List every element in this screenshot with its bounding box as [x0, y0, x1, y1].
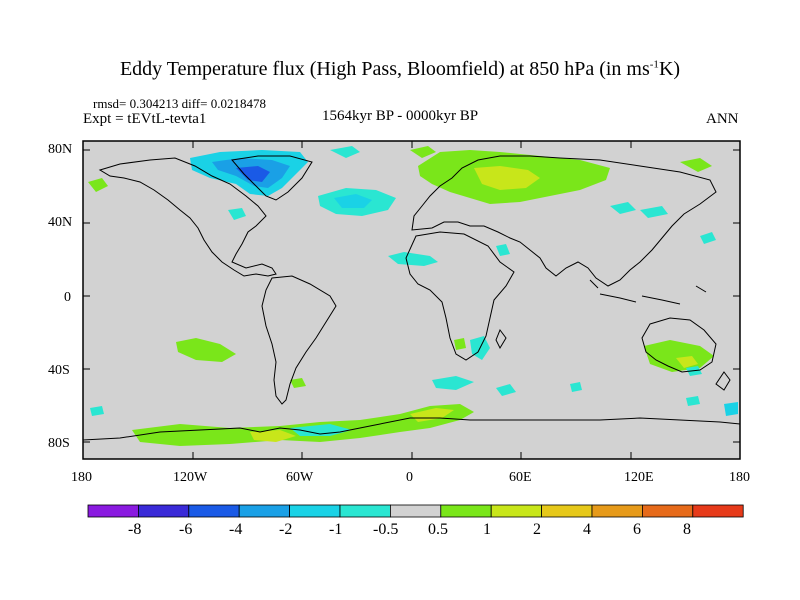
- colorbar-label: -1: [329, 521, 343, 538]
- anomaly-patch: [236, 166, 270, 182]
- coastline-africa: [405, 231, 515, 361]
- lon-tick-label: 0: [406, 470, 413, 485]
- anomaly-patch: [570, 382, 582, 392]
- anomaly-patch: [700, 232, 716, 244]
- colorbar-label: -0.5: [373, 521, 399, 538]
- anomaly-patch: [680, 158, 712, 172]
- colorbar-swatch: [490, 504, 543, 518]
- colorbar-swatch: [339, 504, 391, 518]
- period-label: 1564kyr BP - 0000kyr BP: [322, 108, 479, 124]
- colorbar-label: 2: [533, 521, 541, 538]
- anomaly-patch: [676, 356, 698, 368]
- colorbar-label: -8: [128, 521, 142, 538]
- coastline-islands: [589, 279, 707, 305]
- colorbar-swatch: [238, 504, 290, 518]
- colorbar-swatch: [591, 504, 643, 518]
- anomaly-patch: [88, 178, 108, 192]
- anomaly-patch: [90, 406, 104, 416]
- anomaly-patch: [474, 166, 540, 190]
- anomaly-patches: [88, 146, 738, 446]
- season-label: ANN: [706, 111, 739, 127]
- anomaly-patch: [496, 384, 516, 396]
- anomaly-patch: [290, 424, 352, 436]
- lat-tick-label: 40S: [48, 363, 70, 378]
- coastline-madagascar: [495, 328, 507, 350]
- coastline-new-zealand: [715, 371, 731, 391]
- anomaly-patch: [176, 338, 236, 362]
- colorbar-swatch: [541, 504, 593, 518]
- coastlines: [82, 155, 741, 441]
- colorbar: [87, 504, 744, 518]
- colorbar-swatch: [137, 504, 190, 518]
- plot-title: Eddy Temperature flux (High Pass, Bloomf…: [119, 58, 681, 80]
- colorbar-label: -2: [279, 521, 293, 538]
- colorbar-swatch: [389, 504, 442, 518]
- anomaly-patch: [432, 376, 474, 390]
- anomaly-patch: [228, 208, 246, 220]
- anomaly-patch: [330, 146, 360, 158]
- lat-tick-label: 40N: [48, 215, 73, 230]
- lat-tick-label: 80N: [48, 142, 73, 157]
- lat-tick-label: 0: [64, 290, 71, 305]
- lon-tick-label: 120E: [624, 470, 654, 485]
- anomaly-patch: [334, 194, 372, 208]
- colorbar-swatch: [642, 504, 694, 518]
- anomaly-patch: [496, 244, 510, 256]
- colorbar-label: -4: [229, 521, 243, 538]
- colorbar-label: 6: [633, 521, 641, 538]
- lon-tick-label: 180: [729, 470, 750, 485]
- lon-tick-label: 120W: [173, 470, 208, 485]
- colorbar-swatch: [692, 504, 744, 518]
- anomaly-patch: [610, 202, 636, 214]
- anomaly-patch: [686, 396, 700, 406]
- anomaly-patch: [290, 378, 306, 388]
- stats-text: rmsd= 0.304213 diff= 0.0218478: [93, 96, 266, 111]
- coastline-australia: [641, 317, 717, 373]
- colorbar-label: 1: [483, 521, 491, 538]
- anomaly-patch: [132, 404, 474, 446]
- coastline-south-america: [261, 275, 337, 405]
- lon-tick-label: 60W: [286, 470, 314, 485]
- coastline-eurasia: [411, 155, 717, 287]
- colorbar-label: 0.5: [428, 521, 448, 538]
- colorbar-swatch: [289, 504, 341, 518]
- anomaly-patch: [724, 402, 738, 416]
- colorbar-label: 4: [583, 521, 591, 538]
- colorbar-label: -6: [179, 521, 193, 538]
- colorbar-swatch: [87, 504, 139, 518]
- colorbar-swatch: [188, 504, 240, 518]
- map-background: [83, 141, 740, 459]
- colorbar-label: 8: [683, 521, 691, 538]
- lon-tick-label: 180: [71, 470, 92, 485]
- anomaly-patch: [388, 252, 438, 266]
- anomaly-patch: [410, 146, 436, 158]
- anomaly-patch: [454, 338, 466, 350]
- anomaly-patch: [640, 206, 668, 218]
- axis-ticks: [82, 141, 741, 459]
- lon-tick-label: 60E: [509, 470, 532, 485]
- coastline-antarctica: [82, 417, 741, 441]
- anomaly-patch: [250, 430, 296, 442]
- colorbar-swatch: [440, 504, 492, 518]
- lat-tick-label: 80S: [48, 436, 70, 451]
- coastline-north-america: [98, 157, 277, 277]
- experiment-label: Expt = tEVtL-tevta1: [83, 111, 207, 127]
- coastline-greenland: [231, 155, 313, 201]
